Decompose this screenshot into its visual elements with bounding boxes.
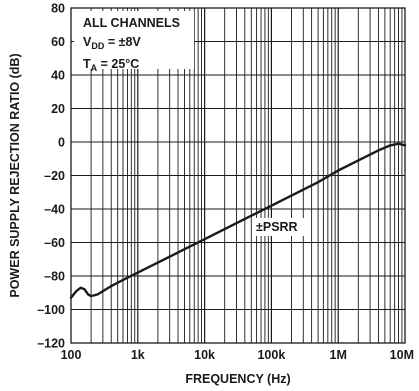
vdd-value: = ±8V — [104, 35, 141, 49]
annotation-vdd: VDD = ±8V — [83, 35, 141, 51]
y-axis-title: POWER SUPPLY REJECTION RATIO (dB) — [8, 53, 22, 297]
x-tick-label: 1M — [330, 348, 347, 362]
x-tick-label: 10M — [390, 348, 414, 362]
x-tick-label: 1k — [131, 348, 145, 362]
vdd-main: V — [83, 35, 92, 49]
ta-main: T — [83, 57, 91, 71]
ta-subscript: A — [91, 63, 98, 73]
y-tick-label: 60 — [51, 35, 65, 49]
plot-frame — [70, 7, 406, 344]
y-tick-label: 80 — [51, 2, 65, 16]
y-tick-label: –80 — [44, 270, 65, 284]
y-tick-label: –100 — [37, 303, 65, 317]
x-tick-label: 100k — [257, 348, 285, 362]
y-tick-label: 0 — [58, 136, 65, 150]
vdd-subscript: DD — [91, 41, 104, 51]
ta-value: = 25°C — [97, 57, 139, 71]
series-label-psrr: ±PSRR — [256, 220, 298, 234]
annotation-all-channels: ALL CHANNELS — [83, 16, 180, 30]
y-tick-label: –40 — [44, 203, 65, 217]
y-tick-label: –20 — [44, 169, 65, 183]
conditions-box-background — [74, 11, 194, 69]
y-tick-label: –120 — [37, 337, 65, 351]
y-tick-label: –60 — [44, 236, 65, 250]
y-tick-label: 20 — [51, 102, 65, 116]
series-label-background — [253, 218, 309, 236]
x-axis-title: FREQUENCY (Hz) — [185, 372, 290, 386]
x-tick-label: 100 — [61, 348, 82, 362]
annotation-ta: TA = 25°C — [83, 57, 139, 73]
y-tick-labels: –120 –100 –80 –60 –40 –20 0 20 40 60 80 — [37, 2, 65, 351]
x-tick-label: 10k — [194, 348, 215, 362]
y-tick-label: 40 — [51, 69, 65, 83]
x-tick-labels: 100 1k 10k 100k 1M 10M — [61, 348, 414, 362]
series-line-psrr — [69, 142, 407, 299]
